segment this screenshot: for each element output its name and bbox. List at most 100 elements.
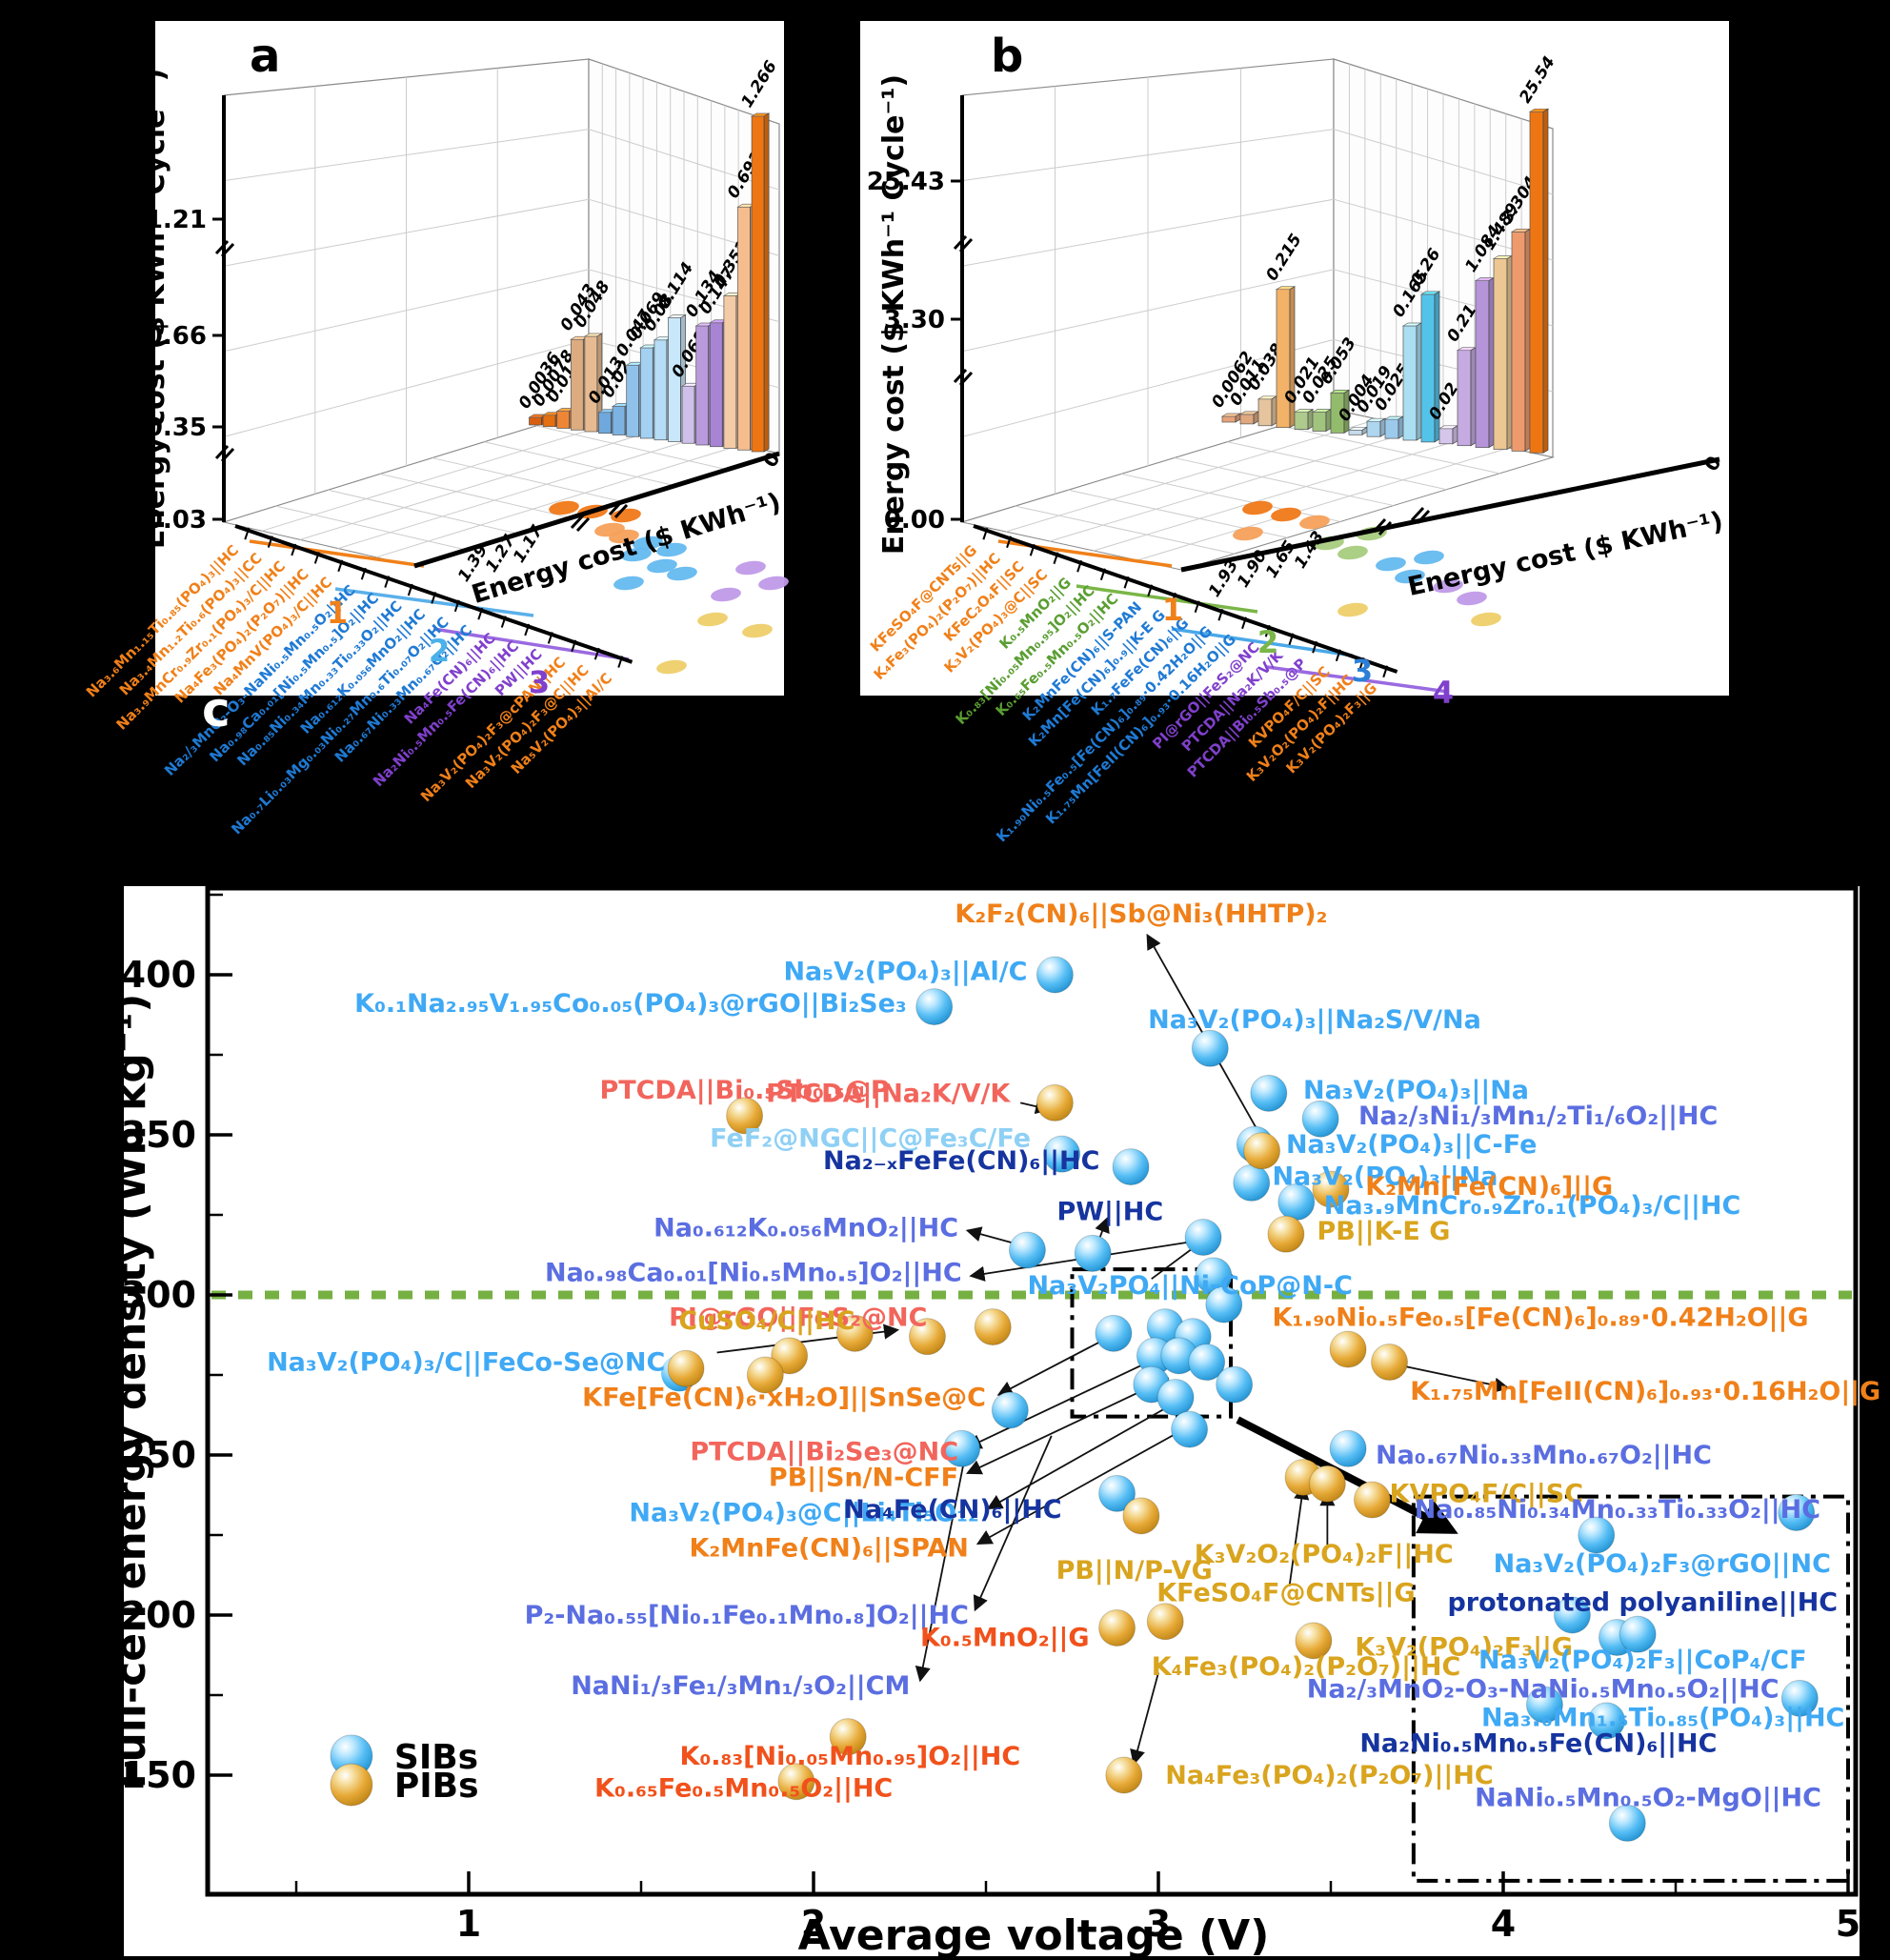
point-label: CuSO₄/C||HC bbox=[678, 1306, 855, 1336]
category-axis bbox=[973, 524, 1398, 674]
y-tick-label: 300 bbox=[121, 1274, 196, 1316]
bar-side bbox=[1452, 425, 1458, 445]
axis-break bbox=[214, 239, 230, 255]
point-label: K₁.₉₀Ni₀.₅Fe₀.₅[Fe(CN)₆]₀.₈₉·0.42H₂O||G bbox=[1272, 1303, 1808, 1333]
scatter-point-sib bbox=[991, 1391, 1029, 1429]
wall-gridline bbox=[1015, 505, 1235, 555]
point-label: NaNi₁/₃Fe₁/₃Mn₁/₃O₂||CM bbox=[571, 1671, 910, 1701]
wall-gridline bbox=[261, 417, 628, 532]
wall-gridline bbox=[1227, 441, 1447, 491]
scatter-point-pib bbox=[1035, 1083, 1074, 1121]
annotation-arrow bbox=[965, 1358, 1156, 1449]
bar-side bbox=[1397, 415, 1404, 439]
annotation-arrow bbox=[996, 1335, 1111, 1396]
category-tick bbox=[1123, 576, 1130, 589]
point-label: NaNi₀.₅Mn₀.₅O₂-MgO||HC bbox=[1475, 1784, 1821, 1813]
y-axis-title: Full-cell energy density (Wh kg⁻¹) bbox=[107, 994, 155, 1789]
panel-letter-c: c bbox=[202, 682, 231, 738]
point-label: Na₀.₆₁₂K₀.₀₅₆MnO₂||HC bbox=[653, 1213, 958, 1243]
point-label: K₂MnFe(CN)₆||SPAN bbox=[690, 1533, 969, 1563]
annotation-arrow bbox=[1288, 1484, 1310, 1586]
axis-break bbox=[1372, 517, 1387, 534]
point-label: PI@rGO||FeS₂@NC bbox=[669, 1303, 927, 1333]
scatter-point-pib bbox=[777, 1763, 815, 1801]
bar-front bbox=[556, 411, 571, 429]
scatter-point-sib bbox=[1233, 1163, 1271, 1202]
scatter-point-sib bbox=[1578, 1516, 1616, 1554]
point-label: PW||HC bbox=[1056, 1198, 1163, 1227]
point-label: Na₃V₂PO₄||Ni-CoP@N-C bbox=[1027, 1271, 1352, 1301]
floor-projection-dot bbox=[633, 535, 663, 551]
point-label: K₀.₆₅Fe₀.₅Mn₀.₅O₂||HC bbox=[594, 1773, 893, 1803]
floor-projection-dot bbox=[1471, 612, 1501, 627]
scatter-point-sib bbox=[1608, 1804, 1646, 1842]
point-label: KVPO₄F/C||SC bbox=[1390, 1479, 1584, 1508]
floor-trend-line bbox=[334, 587, 534, 617]
axis-break bbox=[570, 514, 585, 530]
scatter-point-sib bbox=[1188, 1344, 1226, 1382]
scatter-point-sib bbox=[1329, 1429, 1367, 1467]
x-tick-label: 2 bbox=[801, 1903, 826, 1945]
wall-gridline bbox=[484, 441, 675, 487]
point-label: PTCDA||Bi₂Se₃@NC bbox=[690, 1438, 958, 1467]
floor-trend-line bbox=[1076, 584, 1258, 614]
x-axis-title: Average voltage (V) bbox=[798, 1911, 1270, 1956]
point-label: Na₀.₆₇Ni₀.₃₃Mn₀.₆₇O₂||HC bbox=[1376, 1441, 1712, 1470]
floor-projection-dot bbox=[1376, 556, 1406, 572]
floor-projection-dot bbox=[1337, 545, 1368, 560]
plot-frame bbox=[205, 885, 1859, 1897]
floor-projection-dot bbox=[1299, 515, 1330, 530]
scatter-point-pib bbox=[1243, 1132, 1281, 1170]
wall-gridline bbox=[299, 426, 666, 540]
bar-front bbox=[1438, 428, 1454, 445]
floor-trend-line bbox=[1171, 627, 1354, 657]
bar-front bbox=[1276, 289, 1291, 429]
bar-front bbox=[695, 325, 710, 446]
annotation-arrow bbox=[1399, 1364, 1510, 1393]
floor-projection-dot bbox=[549, 500, 579, 515]
scatter-point-sib bbox=[1156, 1379, 1195, 1417]
floor-projection-dot bbox=[613, 576, 644, 591]
bar-front bbox=[1420, 293, 1436, 443]
floor-projection-dot bbox=[742, 623, 773, 638]
wall-gridline bbox=[1121, 473, 1341, 522]
bar-front bbox=[653, 339, 668, 441]
y-tick-label: 0.03 bbox=[146, 506, 207, 535]
point-label: Na₅V₂(PO₄)₃||Al/C bbox=[783, 958, 1027, 987]
scatter-point-pib bbox=[829, 1718, 867, 1756]
y-tick-label: 250 bbox=[121, 1434, 196, 1476]
category-tick bbox=[1194, 600, 1200, 614]
scatter-point-sib bbox=[1588, 1702, 1626, 1740]
group-numeral: 2 bbox=[429, 633, 450, 669]
depth-axis bbox=[1180, 456, 1720, 573]
scatter-point-pib bbox=[1098, 1608, 1136, 1647]
scatter-point-pib bbox=[1308, 1465, 1346, 1503]
scatter-point-sib bbox=[1171, 1410, 1209, 1448]
bar-side bbox=[1524, 228, 1531, 453]
category-tick bbox=[1099, 568, 1106, 581]
bar-front bbox=[723, 295, 737, 449]
wall-gridline bbox=[432, 457, 623, 503]
category-tick bbox=[453, 599, 460, 613]
scatter-point-sib bbox=[943, 1429, 981, 1467]
axis-break bbox=[958, 371, 974, 387]
bar-side bbox=[1488, 276, 1495, 449]
scatter-point-pib bbox=[908, 1318, 946, 1356]
point-label: K₃V₂O₂(PO₄)₂F||HC bbox=[1195, 1540, 1454, 1569]
category-tick bbox=[1147, 584, 1154, 597]
category-tick bbox=[384, 576, 391, 588]
category-tick bbox=[431, 592, 437, 604]
annotation-arrow bbox=[975, 1425, 1191, 1545]
point-label: PB||N/P-VG bbox=[1056, 1556, 1213, 1586]
category-tick bbox=[267, 535, 273, 548]
scatter-point-pib bbox=[1371, 1344, 1409, 1382]
group-numeral: 3 bbox=[1352, 653, 1373, 689]
scatter-point-sib bbox=[1216, 1365, 1254, 1404]
bar-front bbox=[668, 317, 681, 442]
depth-axis bbox=[413, 451, 780, 569]
y-tick-label: 0.35 bbox=[146, 414, 207, 442]
big-arrow bbox=[1236, 1416, 1458, 1534]
floor-projection-dot bbox=[1337, 602, 1368, 617]
